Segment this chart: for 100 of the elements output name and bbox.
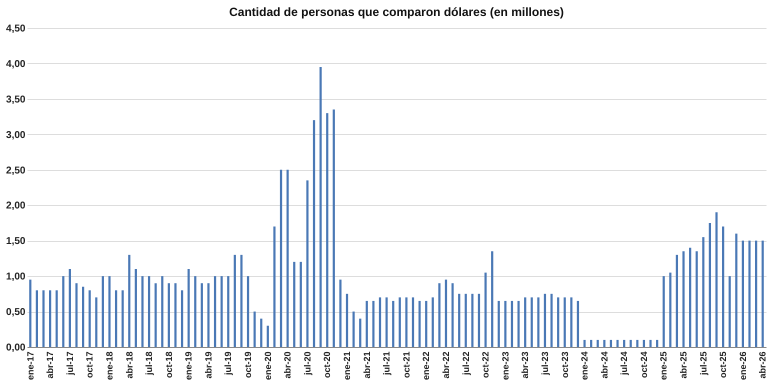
bar [649, 340, 652, 347]
bar [29, 280, 32, 347]
bar [458, 294, 460, 347]
y-tick-label: 2,50 [6, 165, 26, 176]
bar [174, 283, 177, 347]
y-tick-label: 3,00 [6, 130, 26, 141]
bar [326, 113, 328, 347]
bar [194, 276, 196, 347]
x-tick-label: abr-26 [758, 352, 768, 379]
bar [154, 283, 157, 347]
bar [689, 248, 692, 347]
x-tick-label: ene-21 [342, 352, 352, 380]
bar [642, 340, 646, 347]
bar [102, 276, 104, 347]
x-tick-label: oct-19 [243, 352, 254, 378]
bar [128, 254, 130, 347]
x-tick-label: oct-23 [560, 352, 570, 378]
bar [438, 283, 440, 347]
x-tick-label: abr-18 [124, 352, 134, 379]
bar [537, 297, 540, 347]
x-tick-label: ene-17 [25, 352, 36, 380]
bar [188, 269, 190, 347]
x-tick-label: oct-24 [638, 352, 649, 378]
bar [504, 300, 506, 347]
bar [524, 297, 526, 347]
x-tick-label: jul-24 [619, 352, 630, 376]
bar [564, 297, 566, 347]
x-tick-label: jul-21 [382, 352, 392, 376]
x-tick-label: ene-19 [184, 352, 194, 380]
x-tick-label: ene-20 [262, 352, 273, 380]
bar [412, 297, 414, 347]
bar [669, 272, 672, 347]
bar [544, 294, 546, 347]
bar [68, 269, 71, 347]
x-tick-label: oct-25 [718, 352, 728, 378]
bar [320, 66, 322, 347]
bar [62, 276, 64, 347]
bar [392, 300, 394, 347]
bar [676, 254, 678, 347]
bar [444, 280, 448, 347]
x-tick-label: abr-19 [203, 352, 214, 379]
x-tick-label: jul-23 [540, 352, 550, 376]
y-tick-label: 4,50 [6, 24, 26, 34]
x-tick-label: oct-17 [84, 352, 95, 378]
bar [108, 276, 111, 347]
bar [636, 340, 638, 347]
x-tick-label: jul-18 [144, 352, 154, 376]
x-tick-label: abr-17 [45, 352, 56, 379]
bar [240, 254, 243, 347]
bar [141, 276, 144, 347]
bar [161, 276, 164, 347]
bar [742, 240, 744, 347]
bar [550, 294, 553, 347]
bar [234, 254, 236, 347]
bar [180, 290, 184, 347]
y-tick-label: 1,50 [6, 236, 26, 248]
bar [366, 300, 368, 347]
bar [498, 300, 500, 347]
bar [306, 180, 309, 347]
bar [722, 226, 724, 347]
x-tick-label: abr-24 [599, 352, 610, 379]
bar [312, 120, 316, 347]
bar [755, 240, 758, 347]
bar [75, 283, 78, 347]
bar [246, 276, 250, 347]
bar [386, 297, 388, 347]
bar [207, 283, 210, 347]
x-tick-label: jul-20 [302, 352, 312, 376]
x-tick-label: jul-22 [460, 352, 471, 376]
bar [616, 340, 619, 347]
bar [214, 276, 216, 347]
bar [332, 110, 335, 347]
bar [478, 294, 480, 347]
bar [517, 300, 520, 347]
bar [464, 294, 467, 347]
bar [471, 294, 474, 347]
bar [696, 251, 698, 347]
bar [432, 297, 434, 347]
y-tick-label: 0,50 [6, 307, 26, 318]
y-tick-label: 3,50 [6, 94, 26, 106]
bar [682, 251, 685, 347]
bar [702, 237, 704, 347]
y-tick-label: 4,00 [6, 58, 26, 70]
x-tick-label: jul-17 [64, 352, 75, 376]
bar [266, 326, 269, 347]
bar [405, 297, 408, 347]
bar [656, 340, 658, 347]
bar [293, 262, 296, 347]
bar [610, 340, 612, 347]
bar [603, 340, 606, 347]
chart-title: Cantidad de personas que comparon dólares (en millones) [229, 5, 564, 19]
x-tick-label: ene-23 [500, 352, 510, 380]
y-tick-label: 2,00 [6, 200, 26, 212]
bar [530, 297, 533, 347]
bar [82, 286, 84, 347]
bar [762, 240, 764, 347]
bar [596, 340, 599, 347]
bar [708, 222, 712, 347]
bar [748, 240, 751, 347]
y-tick-label: 0,00 [6, 342, 26, 354]
